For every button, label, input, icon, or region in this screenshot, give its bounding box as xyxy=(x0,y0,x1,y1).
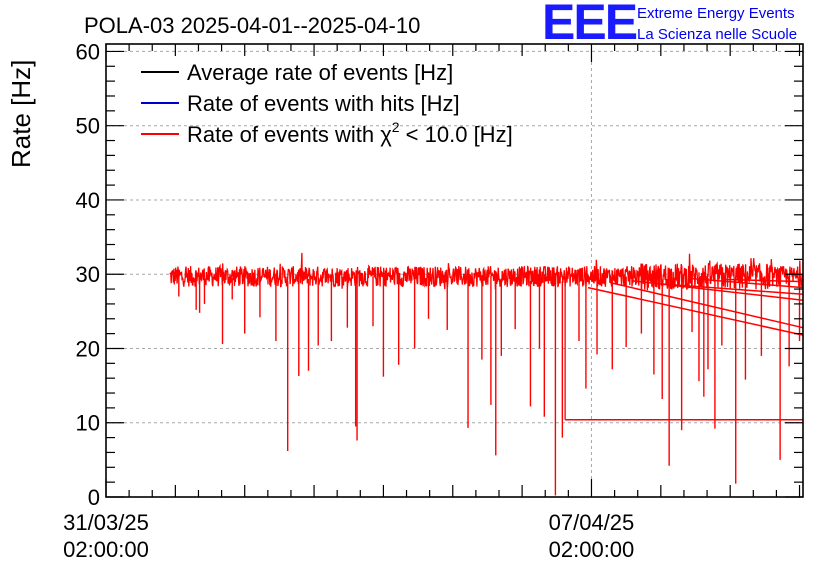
eee-logo: EEE Extreme Energy Events La Scienza nel… xyxy=(542,0,797,50)
legend-entry-label: Rate of events with χ2 < 10.0 [Hz] xyxy=(187,119,513,147)
eee-logo-line2: La Scienza nelle Scuole xyxy=(637,26,797,43)
x-tick-label-date: 31/03/25 xyxy=(63,510,149,535)
y-tick-label: 40 xyxy=(76,188,100,213)
y-tick-label: 60 xyxy=(76,39,100,64)
eee-logo-letters: EEE xyxy=(542,0,637,50)
x-tick-label-time: 02:00:00 xyxy=(549,537,635,562)
y-tick-label: 30 xyxy=(76,262,100,287)
x-tick-label-time: 02:00:00 xyxy=(63,537,149,562)
gap-connector xyxy=(587,286,804,336)
legend-entry-text: Average rate of events [Hz] xyxy=(187,60,453,85)
eee-logo-line1: Extreme Energy Events xyxy=(637,5,795,22)
y-axis-label: Rate [Hz] xyxy=(6,60,36,168)
chart-title: POLA-03 2025-04-01--2025-04-10 xyxy=(84,13,420,38)
x-tick-label-date: 07/04/25 xyxy=(549,510,635,535)
legend-superscript: 2 xyxy=(392,119,400,135)
legend-entry-text: Rate of events with χ xyxy=(187,122,392,147)
axes xyxy=(105,43,804,498)
data-series xyxy=(169,252,804,496)
y-tick-label: 50 xyxy=(76,114,100,139)
legend: Average rate of events [Hz] Rate of event… xyxy=(141,60,513,147)
tick-labels: 010203040506031/03/2502:00:0007/04/2502:… xyxy=(63,39,634,562)
y-tick-label: 10 xyxy=(76,411,100,436)
gap-connector xyxy=(660,283,804,296)
plot-frame xyxy=(105,43,804,498)
y-tick-label: 20 xyxy=(76,336,100,361)
legend-entry-suffix: < 10.0 [Hz] xyxy=(400,122,513,147)
y-tick-label: 0 xyxy=(88,485,100,510)
gap-connector xyxy=(691,277,804,289)
legend-entry-label: Rate of events with hits [Hz] xyxy=(187,91,460,116)
legend-entry-text: Rate of events with hits [Hz] xyxy=(187,91,460,116)
legend-entry-label: Average rate of events [Hz] xyxy=(187,60,453,85)
